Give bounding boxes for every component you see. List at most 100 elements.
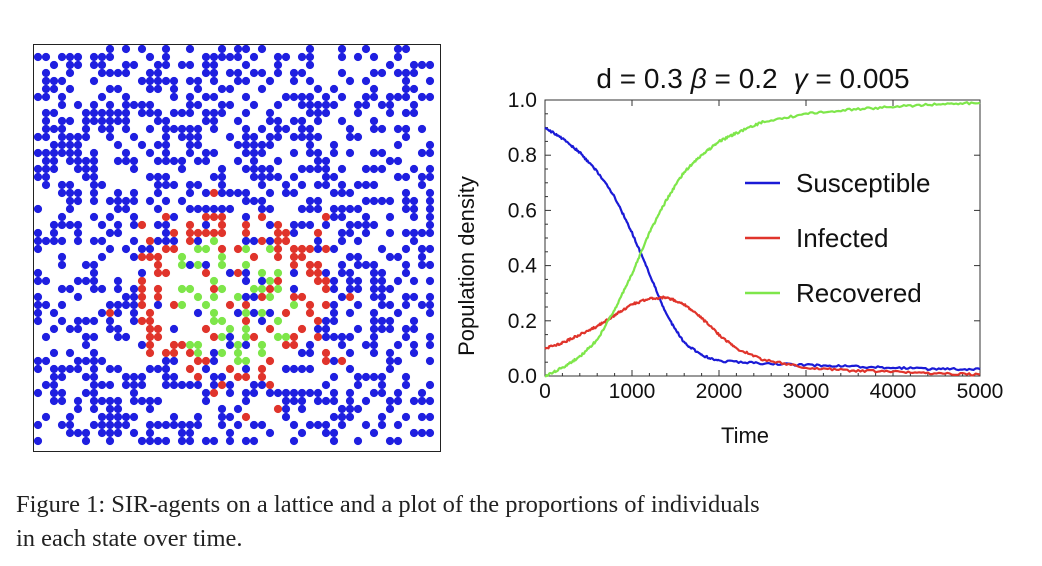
agent-susceptible [65,324,75,334]
agent-infected [201,228,211,238]
agent-infected [321,284,331,294]
agent-susceptible [241,140,251,150]
agent-infected [305,260,315,270]
agent-susceptible [185,124,195,134]
agent-susceptible [105,404,115,414]
agent-susceptible [97,428,107,438]
agent-susceptible [113,68,123,78]
agent-susceptible [289,228,299,238]
agent-susceptible [393,52,403,62]
agent-susceptible [313,196,323,206]
agent-infected [321,212,331,222]
agent-susceptible [225,52,235,62]
agent-susceptible [57,212,67,222]
agent-infected [145,332,155,342]
agent-susceptible [73,156,83,166]
agent-susceptible [41,84,51,94]
agent-susceptible [209,356,219,366]
agent-susceptible [337,92,347,102]
agent-infected [321,244,331,254]
agent-susceptible [81,356,91,366]
agent-recovered [209,308,219,318]
agent-infected [273,228,283,238]
agent-susceptible [313,156,323,166]
agent-susceptible [273,124,283,134]
agent-susceptible [377,100,387,110]
y-axis-label: Population density [454,176,479,356]
agent-susceptible [321,420,331,430]
agent-susceptible [129,380,139,390]
agent-susceptible [217,108,227,118]
agent-susceptible [369,276,379,286]
agent-susceptible [337,116,347,126]
agent-susceptible [177,156,187,166]
agent-susceptible [353,100,363,110]
agent-susceptible [105,316,115,326]
agent-susceptible [145,100,155,110]
agent-susceptible [313,236,323,246]
agent-susceptible [193,124,203,134]
agent-susceptible [225,204,235,214]
agent-susceptible [41,68,51,78]
agent-susceptible [369,292,379,302]
agent-susceptible [73,100,83,110]
agent-susceptible [217,52,227,62]
agent-susceptible [97,124,107,134]
agent-susceptible [65,188,75,198]
agent-susceptible [249,236,259,246]
agent-susceptible [241,60,251,70]
agent-susceptible [49,108,59,118]
agent-susceptible [257,276,267,286]
agent-susceptible [249,388,259,398]
agent-susceptible [113,284,123,294]
agent-recovered [257,268,267,278]
agent-susceptible [201,388,211,398]
agent-susceptible [73,396,83,406]
agent-susceptible [289,92,299,102]
agent-susceptible [425,380,435,390]
agent-susceptible [49,164,59,174]
agent-susceptible [241,164,251,174]
agent-susceptible [105,84,115,94]
agent-susceptible [81,132,91,142]
agent-susceptible [369,84,379,94]
agent-susceptible [361,92,371,102]
agent-susceptible [153,420,163,430]
agent-susceptible [33,92,43,102]
agent-susceptible [89,404,99,414]
agent-susceptible [337,52,347,62]
agent-susceptible [265,116,275,126]
agent-susceptible [161,196,171,206]
agent-susceptible [97,180,107,190]
agent-recovered [257,284,267,294]
agent-susceptible [89,388,99,398]
agent-susceptible [81,436,91,446]
agent-infected [137,300,147,310]
agent-susceptible [73,228,83,238]
agent-infected [201,356,211,366]
agent-susceptible [249,196,259,206]
agent-susceptible [345,124,355,134]
agent-susceptible [289,132,299,142]
caption-line-1: Figure 1: SIR-agents on a lattice and a … [16,491,760,518]
agent-susceptible [73,52,83,62]
agent-susceptible [193,180,203,190]
agent-susceptible [337,204,347,214]
agent-susceptible [57,316,67,326]
agent-susceptible [249,52,259,62]
agent-susceptible [329,332,339,342]
agent-infected [193,356,203,366]
y-tick-label: 1.0 [508,89,537,112]
agent-susceptible [385,212,395,222]
agent-infected [321,276,331,286]
agent-infected [145,348,155,358]
agent-susceptible [345,404,355,414]
agent-susceptible [393,156,403,166]
agent-susceptible [353,220,363,230]
agent-susceptible [377,276,387,286]
agent-susceptible [361,212,371,222]
agent-susceptible [329,308,339,318]
agent-susceptible [161,116,171,126]
agent-susceptible [313,388,323,398]
agent-susceptible [369,124,379,134]
